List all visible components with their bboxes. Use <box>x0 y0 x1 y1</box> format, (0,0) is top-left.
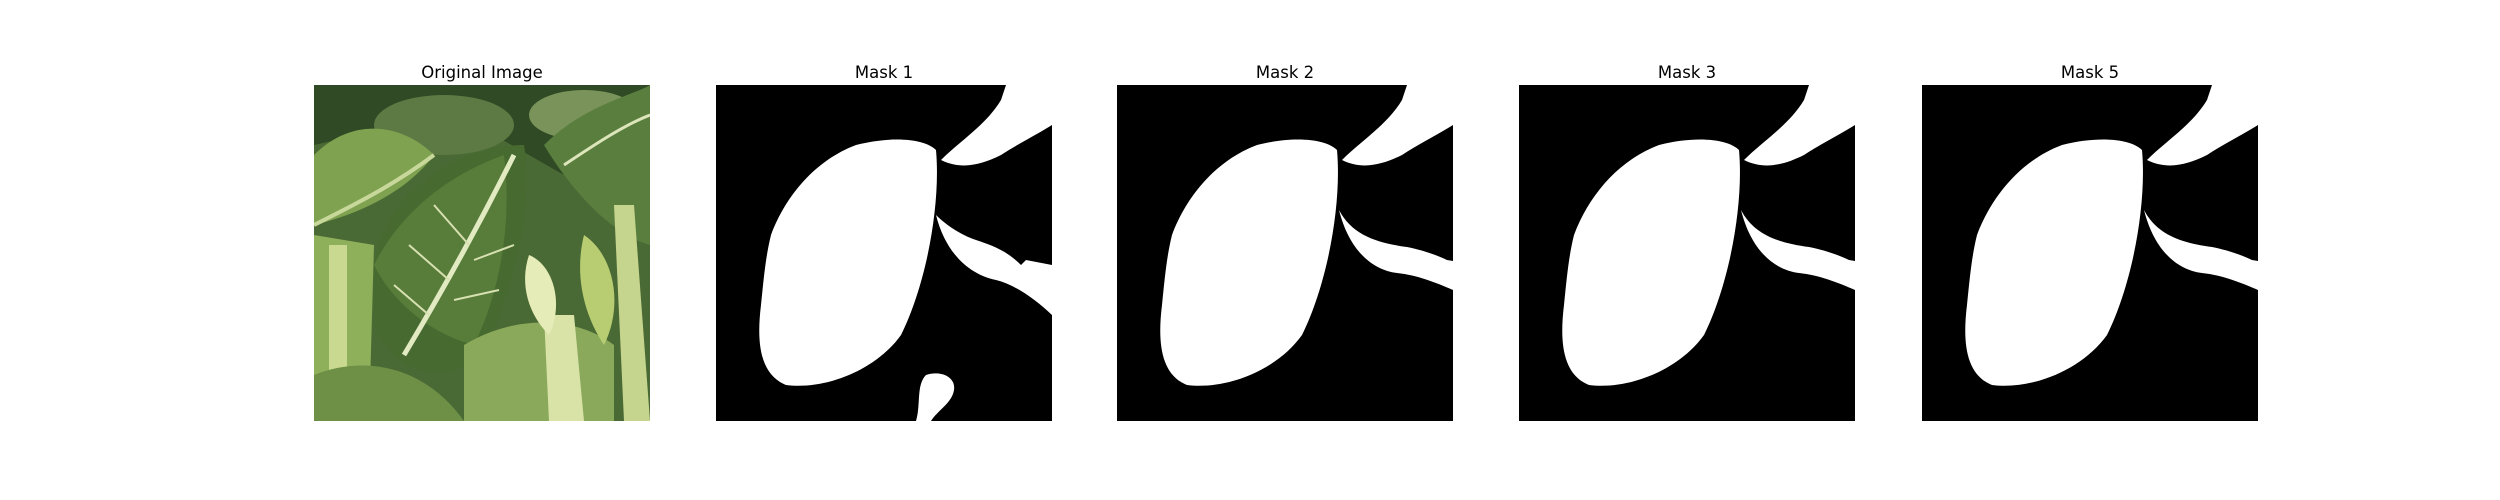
panel-title: Mask 1 <box>854 63 914 82</box>
mask-image <box>716 85 1052 421</box>
panel-title: Mask 3 <box>1657 63 1717 82</box>
panel-title: Mask 2 <box>1255 63 1315 82</box>
original-image <box>314 85 650 421</box>
panel-mask-3: Mask 3 <box>1519 62 1855 421</box>
mask-image <box>1519 85 1855 421</box>
panel-mask-2: Mask 2 <box>1117 62 1453 421</box>
panel-title: Original Image <box>421 63 543 82</box>
mask-image <box>1922 85 2258 421</box>
panel-mask-5: Mask 5 <box>1922 62 2258 421</box>
panel-title: Mask 5 <box>2060 63 2120 82</box>
panel-mask-1: Mask 1 <box>716 62 1052 421</box>
mask-image <box>1117 85 1453 421</box>
panel-original-image: Original Image <box>314 62 650 421</box>
